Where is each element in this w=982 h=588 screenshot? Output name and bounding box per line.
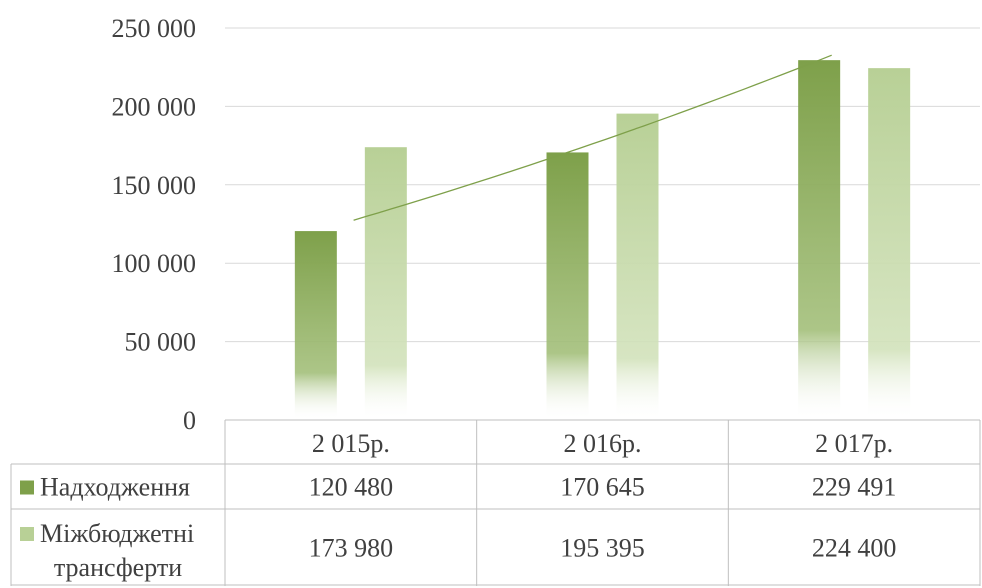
data-value-label: 224 400 — [812, 534, 897, 563]
x-category-label: 2 017р. — [815, 429, 893, 458]
x-category-label: 2 015р. — [312, 429, 390, 458]
legend-key — [20, 480, 34, 495]
data-value-label: 120 480 — [309, 473, 394, 502]
x-category-label: 2 016р. — [564, 429, 642, 458]
data-value-label: 170 645 — [560, 473, 645, 502]
y-tick-label: 0 — [183, 406, 196, 435]
data-value-label: 195 395 — [560, 534, 645, 563]
data-table: 2 015р. 2 016р. 2 017р. Надходження 120 480 1… — [10, 419, 981, 586]
bar-series-2 — [364, 147, 407, 421]
y-tick-label: 200 000 — [112, 92, 197, 121]
legend-label: трансферти — [54, 553, 182, 582]
y-tick-label: 100 000 — [112, 249, 197, 278]
gridlines — [225, 27, 980, 343]
y-tick-label: 250 000 — [112, 14, 197, 43]
bar-series-1 — [546, 152, 589, 420]
bar-series-2 — [868, 68, 911, 420]
trendline-path — [353, 54, 832, 221]
bars — [294, 60, 911, 421]
data-value-label: 229 491 — [812, 473, 897, 502]
bar-series-2 — [616, 113, 659, 421]
data-value-label: 173 980 — [309, 534, 394, 563]
y-axis: 0 50 000 100 000 150 000 200 000 250 000 — [112, 14, 197, 435]
trendline — [353, 54, 832, 221]
y-tick-label: 150 000 — [112, 171, 197, 200]
bar-series-1 — [294, 231, 337, 420]
legend-label: Міжбюджетні — [40, 519, 194, 548]
bar-series-1 — [798, 60, 841, 420]
legend-key — [20, 527, 34, 541]
legend-label: Надходження — [40, 473, 190, 502]
y-tick-label: 50 000 — [125, 328, 197, 357]
